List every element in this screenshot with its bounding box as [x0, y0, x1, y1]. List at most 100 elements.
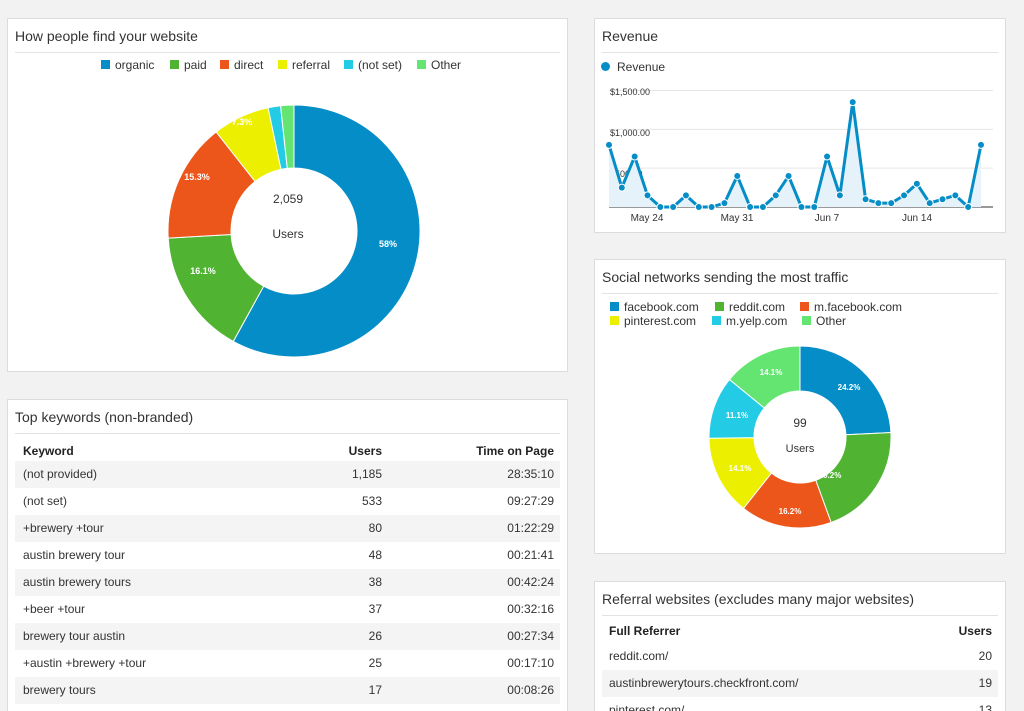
revenue-series — [605, 98, 985, 211]
legend-label: Other — [816, 314, 847, 328]
keyword-cell: brewery tours — [23, 683, 96, 697]
card-title: Referral websites (excludes many major w… — [602, 591, 914, 607]
slice-label: 7.3% — [232, 117, 253, 127]
revenue-point[interactable] — [746, 203, 755, 211]
y-tick-label: $1,000.00 — [610, 128, 650, 138]
revenue-point[interactable] — [605, 140, 613, 149]
table-row[interactable]: (not set) 533 09:27:29 — [15, 488, 560, 515]
legend-item[interactable]: facebook.com — [610, 300, 699, 314]
revenue-point[interactable] — [925, 199, 934, 208]
revenue-line — [607, 100, 983, 209]
column-header-users[interactable]: Users — [958, 624, 992, 638]
table-row[interactable]: brewery tour austin 26 00:27:34 — [15, 623, 560, 650]
revenue-point[interactable] — [964, 203, 973, 211]
legend-item[interactable]: Other — [802, 314, 846, 328]
referrals-card: Referral websites (excludes many major w… — [594, 581, 1006, 711]
revenue-point[interactable] — [912, 179, 921, 188]
revenue-point[interactable] — [900, 191, 909, 200]
donut-slice-other[interactable] — [728, 345, 801, 409]
revenue-point[interactable] — [797, 203, 806, 211]
revenue-point[interactable] — [887, 199, 896, 208]
revenue-point[interactable] — [823, 152, 832, 161]
table-row[interactable]: austin brewery tour 48 00:21:41 — [15, 542, 560, 569]
x-tick-label: May 31 — [721, 213, 754, 224]
revenue-point[interactable] — [977, 140, 985, 149]
revenue-point[interactable] — [694, 203, 703, 211]
revenue-point[interactable] — [758, 203, 767, 211]
users-cell: 533 — [361, 494, 382, 508]
social-donut-chart: 99 Users 24.2% 20.2% 16.2% 14.1% 11.1% 1… — [708, 345, 892, 529]
referrer-cell: austinbrewerytours.checkfront.com/ — [609, 676, 799, 690]
users-cell: 25 — [368, 656, 382, 670]
time-on-page-cell: 00:17:10 — [507, 656, 554, 670]
table-row[interactable]: austinbrewerytours.checkfront.com/ 19 — [602, 670, 998, 697]
keyword-cell: +austin +brewery +tour — [23, 656, 147, 670]
table-row[interactable]: pinterest.com/ 13 — [602, 697, 998, 711]
x-tick-label: May 24 — [631, 213, 664, 224]
revenue-point[interactable] — [951, 191, 960, 200]
referrer-cell: reddit.com/ — [609, 649, 669, 663]
revenue-point[interactable] — [707, 203, 716, 211]
table-row[interactable]: brewery tours 17 00:08:26 — [15, 677, 560, 704]
table-row[interactable]: reddit.com/ 20 — [602, 643, 998, 670]
legend-label: m.facebook.com — [814, 300, 903, 314]
traffic-donut-chart: 2,059 Users 58% 16.1% 15.3% 7.3% — [167, 104, 421, 358]
revenue-point[interactable] — [630, 152, 639, 161]
revenue-point[interactable] — [656, 203, 665, 211]
donut-slice-organic[interactable] — [232, 104, 421, 358]
revenue-point[interactable] — [810, 203, 819, 211]
legend-label: (not set) — [358, 58, 403, 72]
keyword-cell: austin brewery tour — [23, 548, 126, 562]
keyword-cell: (not set) — [23, 494, 68, 508]
revenue-point[interactable] — [617, 183, 626, 192]
traffic-sources-card: How people find your website organic pai… — [7, 18, 568, 372]
keyword-cell: brewery tour austin — [23, 629, 126, 643]
revenue-point[interactable] — [669, 203, 678, 211]
legend-swatch — [715, 302, 724, 312]
column-header-keyword[interactable]: Keyword — [23, 444, 74, 458]
legend-swatch — [712, 316, 721, 326]
revenue-point[interactable] — [874, 199, 883, 208]
donut-slice-other[interactable] — [280, 104, 295, 169]
revenue-point[interactable] — [848, 98, 857, 107]
legend-item[interactable]: referral — [278, 58, 330, 72]
legend-swatch — [220, 60, 229, 70]
revenue-point[interactable] — [938, 195, 947, 204]
legend-item[interactable]: organic — [101, 58, 154, 72]
divider — [602, 293, 998, 294]
revenue-point[interactable] — [643, 191, 652, 200]
legend-item[interactable]: (not set) — [344, 58, 402, 72]
donut-slice-facebook-com[interactable] — [799, 345, 892, 436]
legend-item[interactable]: Other — [417, 58, 461, 72]
table-row[interactable]: +beer +tour 37 00:32:16 — [15, 596, 560, 623]
donut-slices — [708, 345, 892, 529]
users-cell: 17 — [368, 683, 382, 697]
revenue-point[interactable] — [733, 171, 742, 180]
legend-item[interactable]: m.facebook.com — [800, 300, 902, 314]
table-row[interactable]: +brewery +tour 80 01:22:29 — [15, 515, 560, 542]
donut-slices — [167, 104, 421, 358]
referrals-table: Full Referrer Users reddit.com/ 20 austi… — [602, 620, 998, 711]
revenue-point[interactable] — [861, 195, 870, 204]
legend-item[interactable]: pinterest.com — [610, 314, 696, 328]
chart-legend[interactable]: Revenue — [601, 60, 665, 74]
revenue-point[interactable] — [771, 191, 780, 200]
users-cell: 13 — [978, 703, 992, 711]
legend-item[interactable]: paid — [170, 58, 207, 72]
table-row[interactable]: +austin +brewery +tour 25 00:17:10 — [15, 650, 560, 677]
legend-item[interactable]: reddit.com — [715, 300, 785, 314]
column-header-full-referrer[interactable]: Full Referrer — [609, 624, 681, 638]
column-header-users[interactable]: Users — [348, 444, 382, 458]
table-row[interactable]: (not provided) 1,185 28:35:10 — [15, 461, 560, 488]
column-header-time-on-page[interactable]: Time on Page — [476, 444, 554, 458]
slice-label: 15.3% — [184, 172, 210, 182]
legend-item[interactable]: m.yelp.com — [712, 314, 787, 328]
table-row[interactable]: austin brewery tours 38 00:42:24 — [15, 569, 560, 596]
revenue-point[interactable] — [720, 199, 729, 208]
divider — [602, 52, 998, 53]
revenue-point[interactable] — [784, 171, 793, 180]
revenue-point[interactable] — [681, 191, 690, 200]
legend-item[interactable]: direct — [220, 58, 263, 72]
legend-swatch — [170, 60, 179, 70]
revenue-point[interactable] — [835, 191, 844, 200]
